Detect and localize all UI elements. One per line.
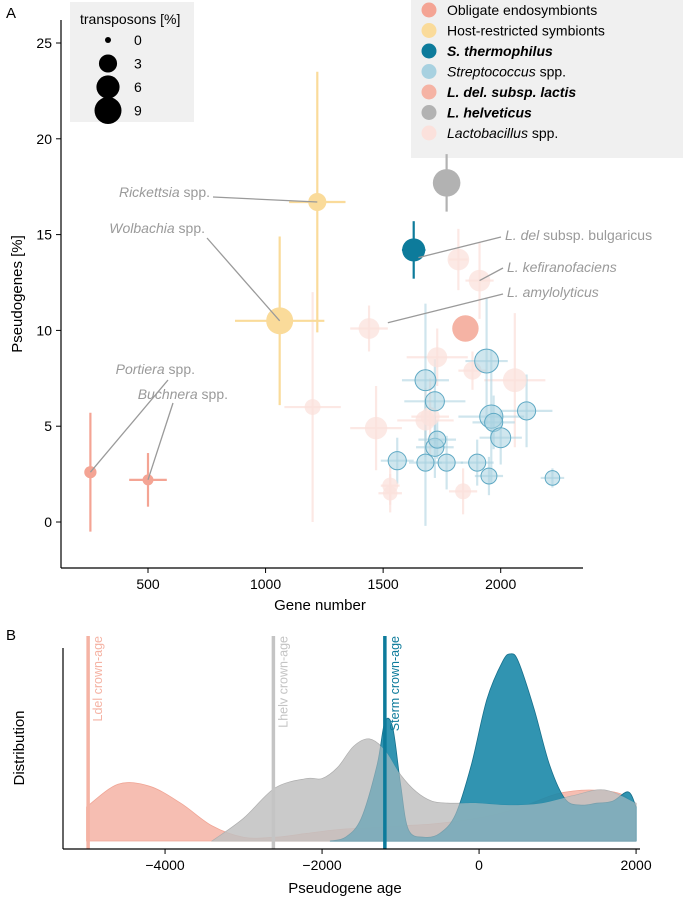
data-point (382, 485, 398, 501)
crown-age-label: Lhelv crown-age (276, 636, 290, 728)
data-point (428, 430, 447, 449)
crown-age-label: Sterm crown-age (388, 636, 402, 731)
density-area-overlay (212, 738, 637, 841)
x-tick-label-b: 2000 (620, 857, 651, 873)
y-tick-label: 15 (36, 227, 52, 243)
x-tick-label-b: −4000 (145, 857, 185, 873)
data-point (452, 315, 479, 342)
data-point (480, 467, 498, 485)
size-legend-dot (94, 97, 122, 124)
legend-label-sthermo: S. thermophilus (447, 43, 553, 59)
data-point (490, 427, 512, 449)
data-point (364, 416, 388, 440)
x-axis-label-b: Pseudogene age (288, 880, 401, 897)
annotation-leader (206, 237, 281, 322)
data-point (455, 483, 472, 500)
y-tick-label: 10 (36, 322, 52, 338)
legend-key-strep (421, 64, 437, 79)
y-axis-label-b: Distribution (11, 710, 28, 785)
data-point (420, 407, 440, 427)
x-axis-label: Gene number (274, 597, 366, 614)
scatter-chart: transposons [%] 0 3 6 9 Obligate endosymbio… (9, 0, 683, 614)
annotation-leader (147, 402, 174, 481)
data-point (402, 238, 426, 262)
data-point (358, 318, 380, 339)
data-point (432, 169, 461, 197)
legends: transposons [%] 0 3 6 9 Obligate endosymbio… (70, 0, 683, 158)
data-point (427, 347, 448, 368)
data-point (304, 399, 321, 415)
size-legend-value: 3 (134, 56, 142, 72)
legend-key-lhelv (421, 105, 437, 120)
annotation-label: Portiera spp. (116, 361, 195, 377)
size-legend-dot (98, 54, 118, 73)
annotation-leader (89, 379, 169, 473)
data-point (447, 248, 470, 271)
y-tick-label: 20 (36, 131, 52, 147)
x-tick-label: 1000 (250, 576, 281, 592)
y-axis-label: Pseudogenes [%] (9, 235, 26, 353)
legend-key-obligate (421, 2, 437, 18)
size-legend-value: 6 (134, 79, 142, 95)
y-tick-label: 5 (44, 418, 52, 434)
y-tick-label: 0 (44, 514, 52, 530)
annotation-leader (418, 236, 502, 259)
density-chart: Ldel crown-age Lhelv crown-age Sterm crown… (11, 636, 652, 897)
crown-age-label: Ldel crown-age (91, 636, 105, 722)
annotation-label: L. kefiranofaciens (507, 259, 617, 275)
annotation-leader (479, 267, 504, 282)
data-point (517, 401, 537, 421)
legend-label-ldel: L. del. subsp. lactis (447, 84, 576, 100)
data-point (474, 348, 500, 374)
x-tick-label: 1500 (368, 576, 399, 592)
annotation-label: Wolbachia spp. (109, 220, 205, 236)
annotation-label: L. del subsp. bulgaricus (505, 227, 652, 243)
legend-label-lhelv: L. helveticus (447, 105, 532, 121)
y-tick-label: 25 (36, 35, 52, 51)
x-tick-label-b: −2000 (302, 857, 342, 873)
size-legend-dot (96, 75, 120, 99)
data-point (416, 453, 435, 472)
data-point (468, 453, 487, 472)
legend-label-lacto: Lactobacillus spp. (447, 125, 558, 141)
color-legend-box (411, 0, 683, 158)
size-legend-box (70, 2, 194, 122)
legend-key-ldel (421, 84, 437, 100)
data-point (424, 391, 445, 412)
legend-label-strep: Streptococcus spp. (447, 64, 566, 80)
legend-key-sthermo (421, 43, 437, 59)
data-point (544, 470, 561, 486)
annotation-label: L. amylolyticus (507, 284, 599, 300)
annotation-label: Buchnera spp. (138, 386, 228, 402)
annotation-label: Rickettsia spp. (119, 184, 210, 200)
legend-key-host (421, 23, 437, 38)
data-point (414, 369, 437, 392)
size-legend-title: transposons [%] (80, 11, 180, 27)
size-legend-value: 9 (134, 103, 142, 119)
x-tick-label: 500 (136, 576, 160, 592)
size-legend-dot (105, 37, 111, 43)
data-point (502, 368, 527, 393)
x-tick-label-b: 0 (475, 857, 483, 873)
annotation-leader (387, 293, 504, 324)
legend-label-host: Host-restricted symbionts (447, 23, 605, 39)
size-legend-value: 0 (134, 32, 142, 48)
legend-key-lacto (421, 125, 437, 141)
data-point (387, 451, 407, 471)
annotation-leader (212, 196, 318, 203)
legend-label-obligate: Obligate endosymbionts (447, 2, 597, 18)
x-tick-label: 2000 (485, 576, 516, 592)
data-point (437, 453, 456, 472)
panel-label-a: A (6, 5, 16, 22)
panel-label-b: B (6, 627, 16, 644)
